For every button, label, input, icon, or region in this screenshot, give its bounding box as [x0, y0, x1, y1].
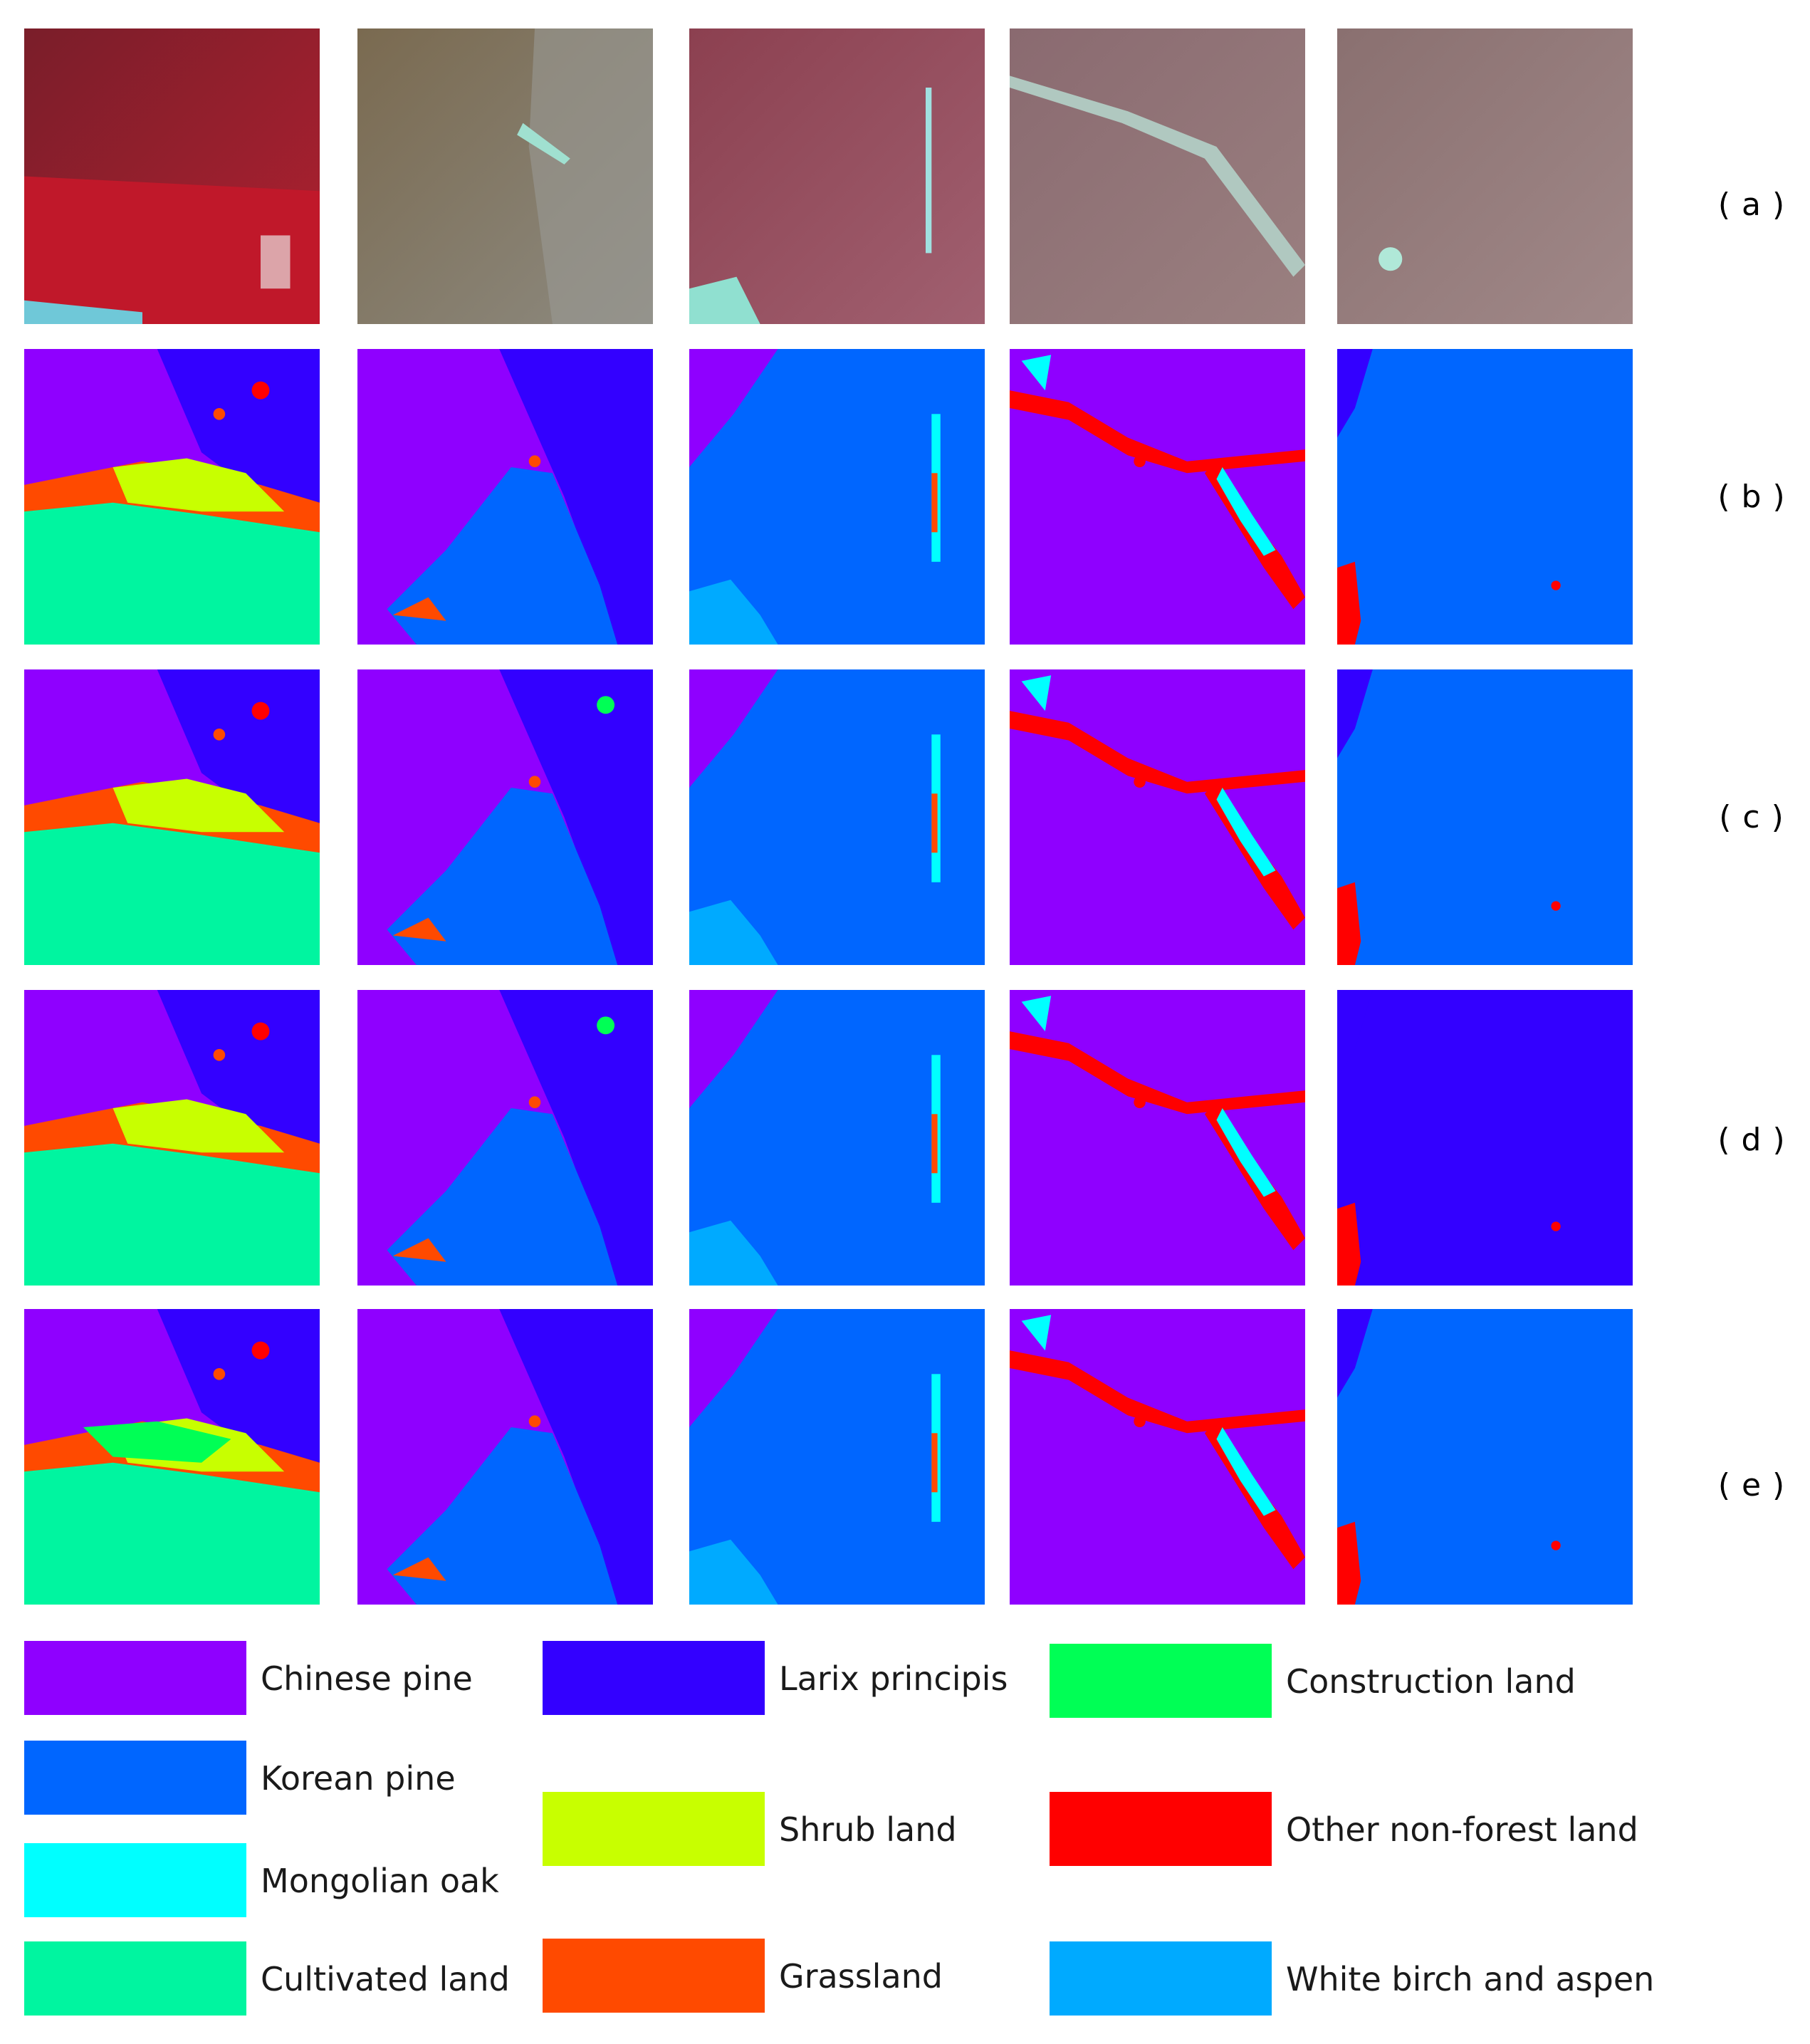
tile-c-3: [689, 669, 985, 965]
tile-e-5: [1337, 1309, 1633, 1605]
tile-c-4: [1010, 669, 1305, 965]
legend-label: Larix principis: [779, 1659, 1008, 1698]
legend-label: White birch and aspen: [1286, 1960, 1655, 1998]
tile-b-4: [1010, 349, 1305, 645]
row-label-b: ( b ): [1717, 479, 1786, 515]
tile-e-4: [1010, 1309, 1305, 1605]
legend-label: Construction land: [1286, 1662, 1576, 1701]
tile-c-5: [1337, 669, 1633, 965]
legend-label: Chinese pine: [261, 1659, 473, 1698]
tile-a-3: [689, 28, 985, 324]
legend-swatch: [24, 1641, 246, 1715]
legend-label: Shrub land: [779, 1810, 957, 1849]
legend-swatch: [1050, 1941, 1272, 2016]
tile-c-1: [24, 669, 320, 965]
tile-a-4: [1010, 28, 1305, 324]
tile-e-1: [24, 1309, 320, 1605]
tile-d-2: [357, 990, 653, 1286]
tile-a-1: [24, 28, 320, 324]
legend-swatch: [543, 1939, 765, 2013]
row-label-a: ( a ): [1717, 187, 1786, 223]
legend-swatch: [24, 1741, 246, 1815]
tile-b-2: [357, 349, 653, 645]
tile-d-5: [1337, 990, 1633, 1286]
tile-d-1: [24, 990, 320, 1286]
legend-swatch: [1050, 1644, 1272, 1718]
row-label-d: ( d ): [1717, 1122, 1786, 1158]
tile-e-3: [689, 1309, 985, 1605]
tile-b-5: [1337, 349, 1633, 645]
legend-label: Grassland: [779, 1957, 943, 1996]
tile-d-3: [689, 990, 985, 1286]
legend-label: Cultivated land: [261, 1960, 510, 1998]
legend-swatch: [543, 1792, 765, 1866]
row-label-e: ( e ): [1717, 1467, 1786, 1503]
legend-label: Mongolian oak: [261, 1862, 499, 1900]
tile-a-2: [357, 28, 653, 324]
legend-swatch: [1050, 1792, 1272, 1866]
tile-d-4: [1010, 990, 1305, 1286]
legend: Chinese pine Larix principis Constructio…: [0, 1631, 1810, 2044]
legend-swatch: [24, 1843, 246, 1917]
legend-label: Korean pine: [261, 1759, 456, 1798]
tile-b-3: [689, 349, 985, 645]
legend-swatch: [24, 1941, 246, 2016]
tile-a-5: [1337, 28, 1633, 324]
tile-b-1: [24, 349, 320, 645]
row-label-c: ( c ): [1719, 799, 1784, 835]
legend-label: Other non-forest land: [1286, 1810, 1638, 1849]
tile-c-2: [357, 669, 653, 965]
legend-swatch: [543, 1641, 765, 1715]
figure-grid: ( a ) ( b ) ( c ) ( d ) ( e ): [24, 28, 1786, 1605]
tile-e-2: [357, 1309, 653, 1605]
